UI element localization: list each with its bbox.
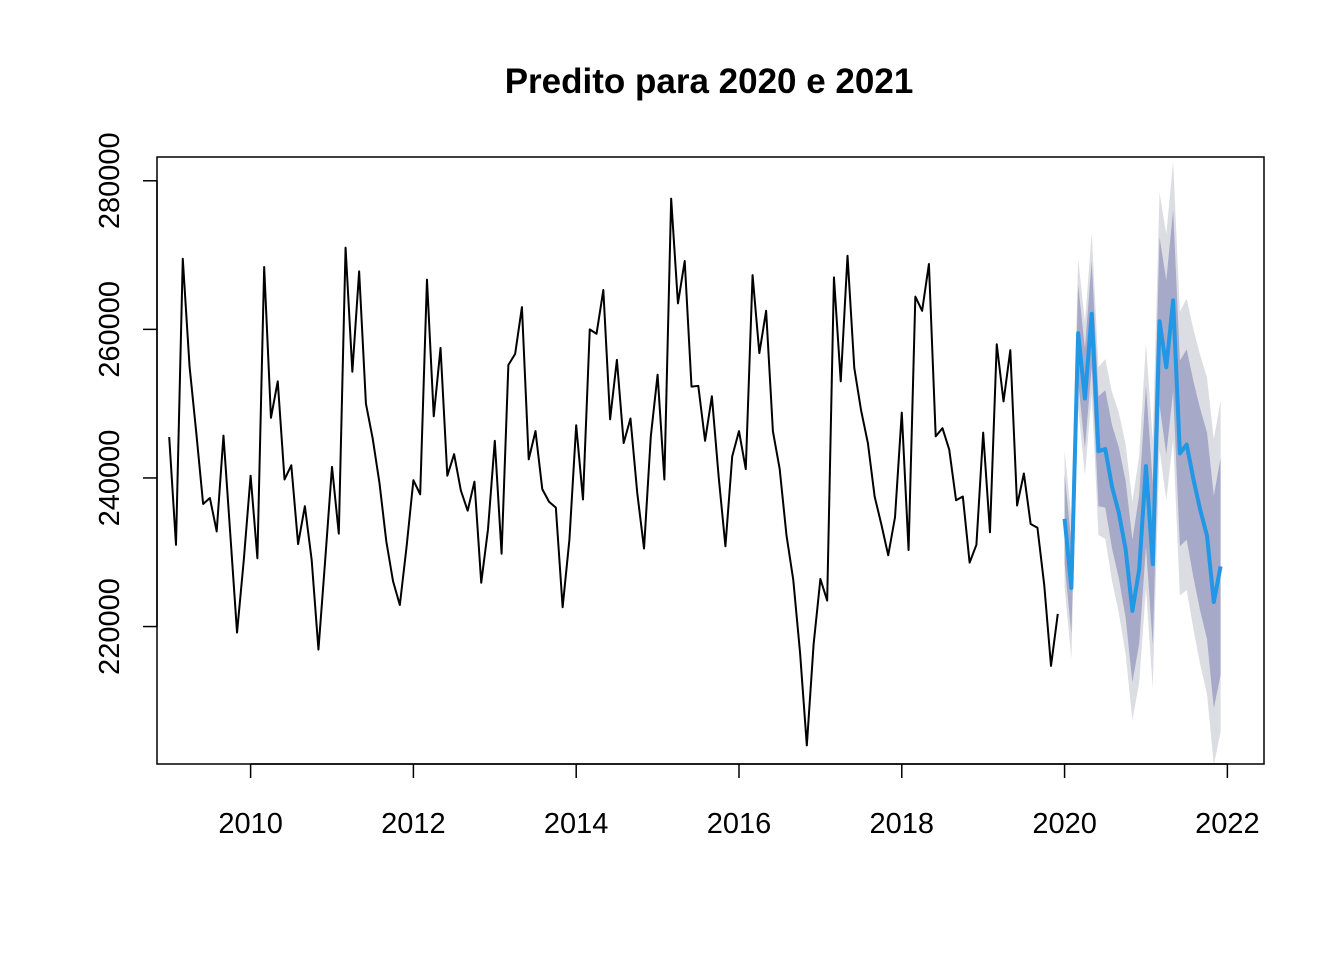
- x-tick-label: 2014: [544, 808, 609, 840]
- x-tick-label: 2010: [218, 808, 283, 840]
- x-axis: 2010 2012 2014 2016 2018 2020 2022: [218, 764, 1259, 840]
- x-tick-label: 2018: [870, 808, 935, 840]
- observed-series-line: [169, 199, 1058, 746]
- y-tick-label: 260000: [94, 281, 126, 378]
- x-tick-label: 2022: [1195, 808, 1260, 840]
- observed-series-layer: [169, 199, 1058, 746]
- x-tick-label: 2016: [707, 808, 772, 840]
- x-tick-label: 2012: [381, 808, 446, 840]
- y-tick-label: 280000: [94, 132, 126, 229]
- x-tick-label: 2020: [1032, 808, 1097, 840]
- y-tick-label: 240000: [94, 430, 126, 527]
- y-axis: 220000 240000 260000 280000: [94, 132, 157, 675]
- chart-title: Predito para 2020 e 2021: [505, 62, 914, 101]
- y-tick-label: 220000: [94, 578, 126, 675]
